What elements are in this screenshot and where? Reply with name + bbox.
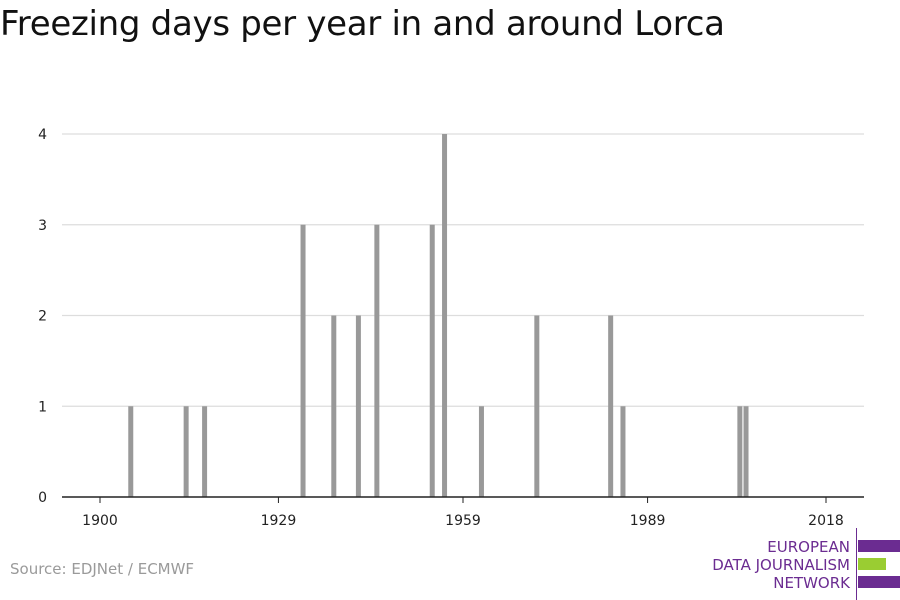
logo-line-1: EUROPEAN (767, 538, 850, 556)
x-tick-label: 1989 (630, 513, 666, 529)
bar (374, 224, 380, 497)
y-tick-label: 2 (38, 309, 47, 325)
chart-title: Freezing days per year in and around Lor… (0, 4, 725, 44)
gridlines (62, 133, 864, 407)
bars (128, 134, 749, 497)
bar (620, 406, 626, 497)
y-tick-label: 4 (38, 127, 47, 143)
source-note: Source: EDJNet / ECMWF (10, 560, 195, 578)
bar-chart: 0 1 2 3 4 1900 1929 1959 1989 2018 (38, 127, 864, 529)
bar (608, 315, 614, 497)
bar (202, 406, 208, 497)
y-tick-label: 1 (38, 399, 47, 415)
logo-text: EUROPEAN DATA JOURNALISM NETWORK (712, 538, 850, 592)
logo-bar-bottom (858, 576, 900, 588)
bar (128, 406, 134, 497)
edjnet-logo: EUROPEAN DATA JOURNALISM NETWORK (690, 528, 900, 600)
logo-bar-top (858, 540, 900, 552)
bar (355, 315, 361, 497)
bar (183, 406, 189, 497)
bar (743, 406, 749, 497)
bar (429, 224, 435, 497)
x-tick-label: 2018 (808, 513, 844, 529)
bar (737, 406, 743, 497)
logo-bar-middle (858, 558, 886, 570)
bar (534, 315, 540, 497)
x-tick-label: 1959 (445, 513, 481, 529)
x-tick-label: 1929 (261, 513, 297, 529)
logo-divider (856, 528, 857, 600)
bar (442, 134, 448, 497)
logo-line-3: NETWORK (773, 574, 850, 592)
bar (331, 315, 337, 497)
x-tick-label: 1900 (82, 513, 118, 529)
x-axis-ticks: 1900 1929 1959 1989 2018 (82, 497, 844, 529)
bar (300, 224, 306, 497)
y-tick-label: 3 (38, 218, 47, 234)
y-axis-ticks: 0 1 2 3 4 (38, 127, 47, 506)
y-tick-label: 0 (38, 490, 47, 506)
bar (478, 406, 484, 497)
logo-line-2: DATA JOURNALISM (712, 556, 850, 574)
